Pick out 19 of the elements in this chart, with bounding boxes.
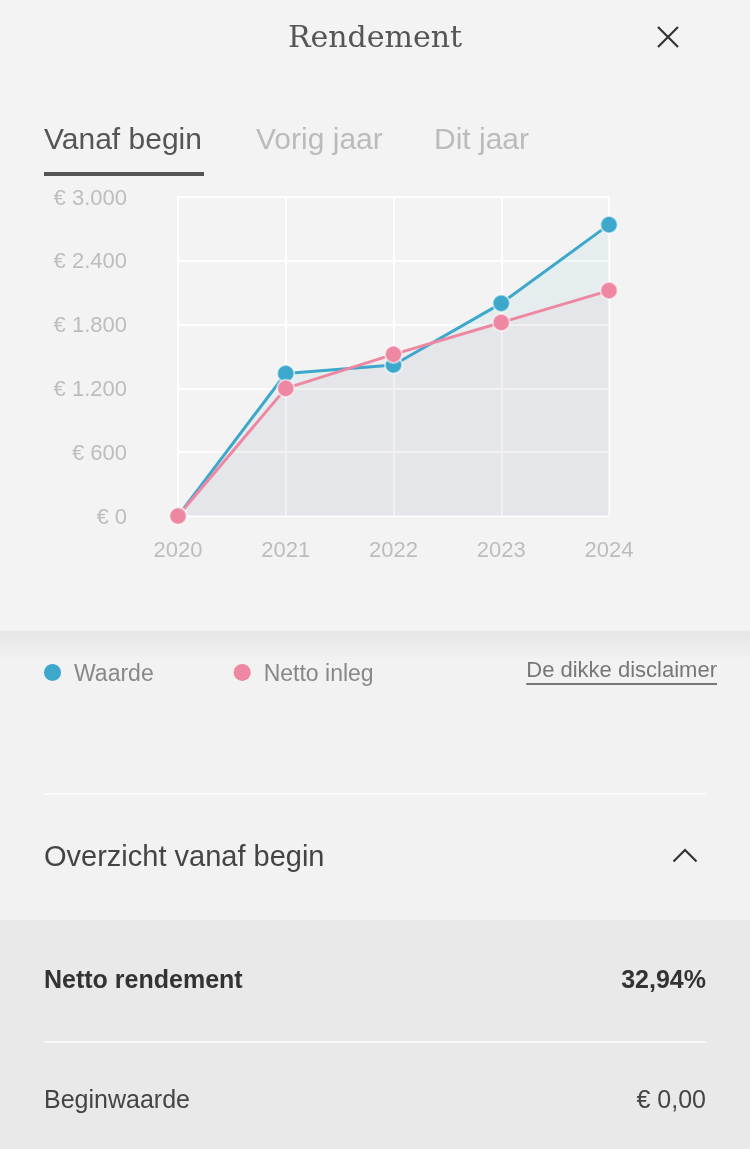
legend-label: Waarde bbox=[74, 659, 154, 686]
text: Beginwaarde bbox=[44, 1085, 190, 1113]
point bbox=[491, 312, 511, 332]
chart-title: Rendement bbox=[286, 19, 464, 54]
text: De dikke disclaimer bbox=[526, 657, 717, 682]
point bbox=[599, 215, 619, 235]
text: Vorig jaar bbox=[256, 122, 383, 155]
legend-label: Netto inleg bbox=[263, 659, 374, 686]
text: 32,94% bbox=[621, 965, 706, 993]
point bbox=[599, 281, 619, 301]
point bbox=[384, 344, 403, 364]
text: Netto rendement bbox=[44, 965, 243, 993]
point bbox=[276, 364, 296, 384]
point bbox=[491, 293, 511, 313]
text: Dit jaar bbox=[434, 122, 530, 155]
text: Vanaf begin bbox=[44, 122, 202, 155]
text: Overzicht vanaf begin bbox=[44, 840, 325, 872]
text: € 0,00 bbox=[636, 1085, 706, 1113]
point bbox=[276, 378, 296, 398]
